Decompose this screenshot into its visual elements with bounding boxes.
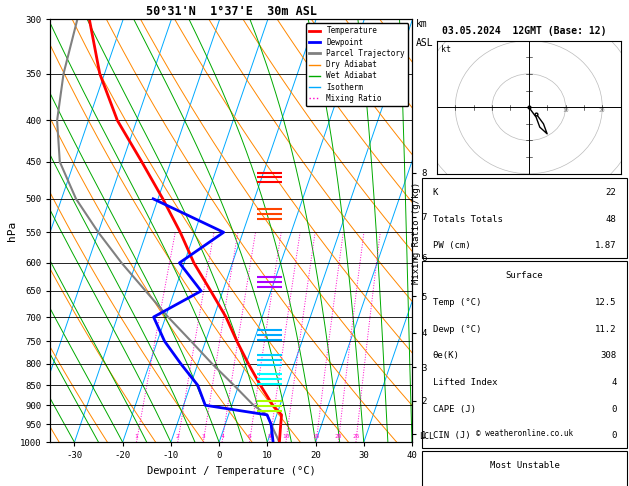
Text: 11.2: 11.2 [595,325,616,334]
Text: km: km [416,19,427,30]
Text: Temp (°C): Temp (°C) [433,298,481,307]
Text: 0: 0 [611,405,616,414]
Y-axis label: hPa: hPa [7,221,17,241]
Text: Mixing Ratio (g/kg): Mixing Ratio (g/kg) [412,182,421,284]
Text: Surface: Surface [506,272,543,280]
Text: Totals Totals: Totals Totals [433,215,503,224]
Text: 3: 3 [201,434,205,439]
Text: θe(K): θe(K) [433,351,460,360]
Text: 15: 15 [313,434,320,439]
Text: 0: 0 [611,431,616,440]
Text: 8: 8 [268,434,272,439]
Text: PW (cm): PW (cm) [433,242,470,250]
Text: 2: 2 [176,434,180,439]
Text: 308: 308 [600,351,616,360]
Text: 48: 48 [606,215,616,224]
Text: CAPE (J): CAPE (J) [433,405,476,414]
Text: 10: 10 [282,434,290,439]
Text: CIN (J): CIN (J) [433,431,470,440]
Legend: Temperature, Dewpoint, Parcel Trajectory, Dry Adiabat, Wet Adiabat, Isotherm, Mi: Temperature, Dewpoint, Parcel Trajectory… [306,23,408,106]
Text: LCL: LCL [420,432,434,440]
Text: 20: 20 [335,434,342,439]
Text: 25: 25 [352,434,360,439]
Text: 22: 22 [606,188,616,197]
Text: 03.05.2024  12GMT (Base: 12): 03.05.2024 12GMT (Base: 12) [442,26,607,36]
Text: 12.5: 12.5 [595,298,616,307]
Text: © weatheronline.co.uk: © weatheronline.co.uk [476,429,573,438]
Text: ASL: ASL [416,38,433,49]
Title: 50°31'N  1°37'E  30m ASL: 50°31'N 1°37'E 30m ASL [146,5,316,18]
Text: Dewp (°C): Dewp (°C) [433,325,481,334]
Bar [422,451,627,486]
Text: Lifted Index: Lifted Index [433,378,497,387]
Text: 6: 6 [248,434,252,439]
Bar [422,178,627,258]
Text: 1.87: 1.87 [595,242,616,250]
Text: K: K [433,188,438,197]
X-axis label: Dewpoint / Temperature (°C): Dewpoint / Temperature (°C) [147,466,316,476]
Bar [422,261,627,448]
Text: 1: 1 [135,434,138,439]
Text: Most Unstable: Most Unstable [489,461,560,470]
Text: 4: 4 [220,434,224,439]
Text: 4: 4 [611,378,616,387]
